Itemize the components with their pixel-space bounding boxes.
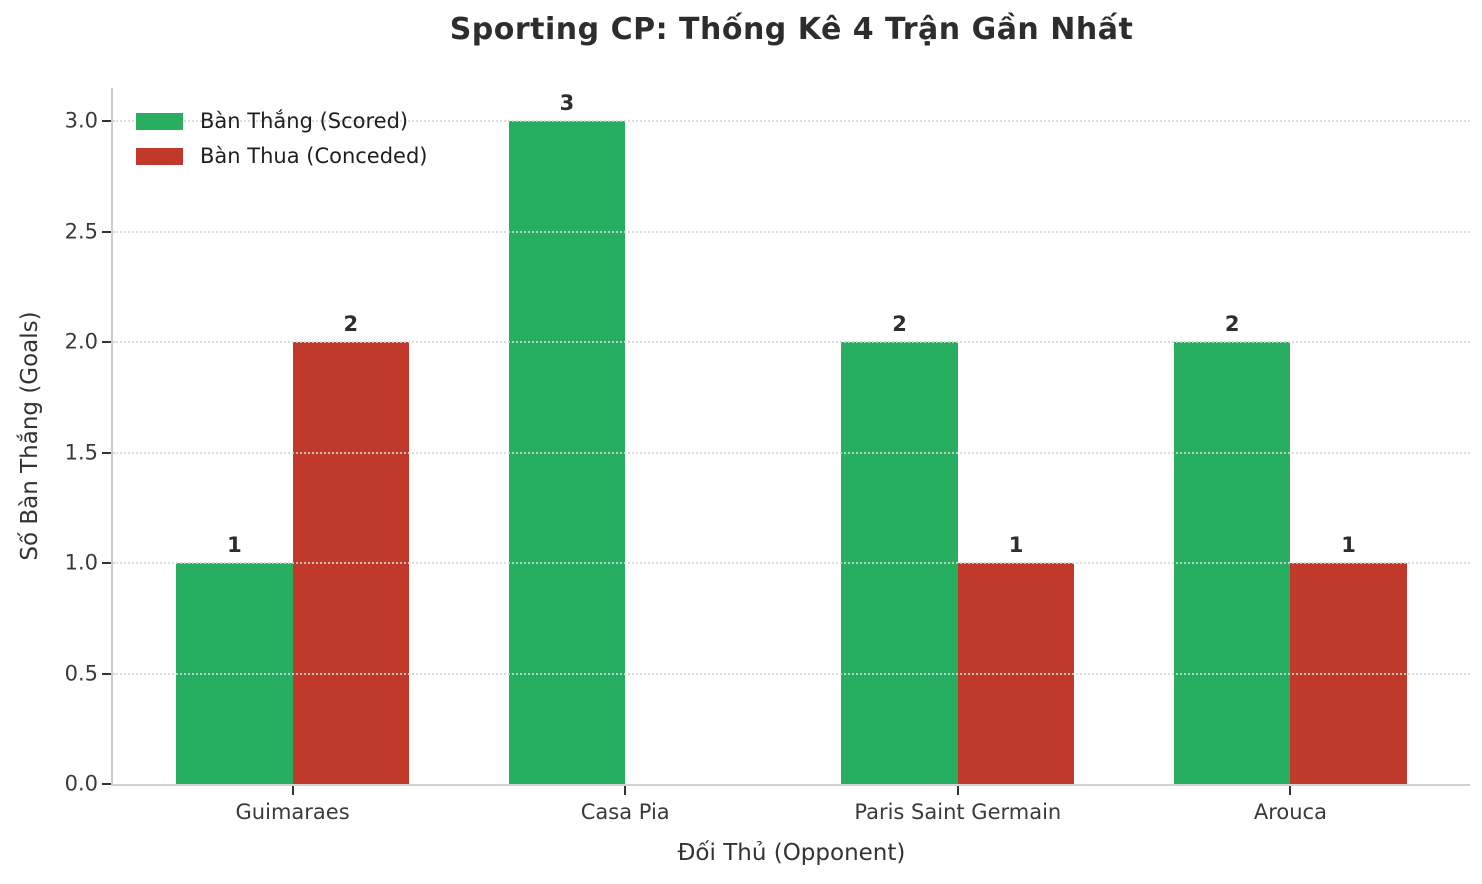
- y-tick-label: 1.0: [64, 550, 98, 575]
- bar-value-label: 3: [559, 91, 575, 116]
- x-axis-spine: [111, 784, 1470, 786]
- y-axis-label: Số Bàn Thắng (Goals): [17, 311, 43, 561]
- x-axis-label: Đối Thủ (Opponent): [677, 840, 906, 866]
- gridline: [113, 120, 1470, 123]
- x-tick-label: Paris Saint Germain: [854, 800, 1062, 824]
- gridline: [113, 672, 1470, 675]
- y-tick: [102, 783, 111, 785]
- y-tick: [102, 451, 111, 454]
- y-tick: [102, 341, 111, 344]
- bar-value-label: 1: [1341, 533, 1356, 558]
- x-tick-label: Casa Pia: [580, 800, 670, 824]
- legend-swatch-conceded: [136, 148, 183, 165]
- y-tick-label: 2.5: [64, 219, 98, 244]
- x-tick: [624, 786, 627, 795]
- y-tick: [102, 120, 111, 123]
- legend: Bàn Thắng (Scored) Bàn Thua (Conceded): [136, 109, 428, 179]
- gridline: [113, 230, 1470, 233]
- y-tick: [102, 562, 111, 565]
- y-axis-spine: [111, 88, 113, 784]
- legend-label-conceded: Bàn Thua (Conceded): [200, 144, 428, 168]
- x-tick-label: Guimaraes: [235, 800, 350, 824]
- y-tick-label: 0.0: [64, 771, 98, 796]
- gridline: [113, 341, 1470, 344]
- legend-item-scored: Bàn Thắng (Scored): [136, 109, 428, 134]
- x-tick: [956, 786, 959, 795]
- gridline: [113, 562, 1470, 565]
- y-tick-label: 2.0: [64, 329, 98, 354]
- legend-label-scored: Bàn Thắng (Scored): [200, 109, 409, 133]
- legend-swatch-scored: [136, 113, 183, 130]
- bar-value-label: 1: [227, 533, 242, 558]
- bar-value-label: 1: [1008, 533, 1024, 558]
- bar-value-label: 2: [343, 312, 359, 337]
- bar-value-label: 2: [892, 312, 907, 337]
- bar-value-label: 2: [1224, 312, 1240, 337]
- y-tick-label: 0.5: [64, 661, 98, 686]
- x-tick: [291, 786, 294, 795]
- y-tick: [102, 672, 111, 675]
- gridline: [113, 451, 1470, 454]
- chart-title: Sporting CP: Thống Kê 4 Trận Gần Nhất: [449, 12, 1134, 47]
- x-tick: [1289, 786, 1292, 795]
- y-tick-label: 3.0: [64, 108, 98, 133]
- x-tick-label: Arouca: [1253, 800, 1327, 824]
- y-tick: [102, 230, 111, 233]
- legend-item-conceded: Bàn Thua (Conceded): [136, 144, 428, 169]
- plot-area: 1 2 Guimaraes 3 Casa Pia 2 1 Paris Saint Germai…: [65, 88, 1470, 824]
- y-tick-label: 1.5: [64, 440, 98, 465]
